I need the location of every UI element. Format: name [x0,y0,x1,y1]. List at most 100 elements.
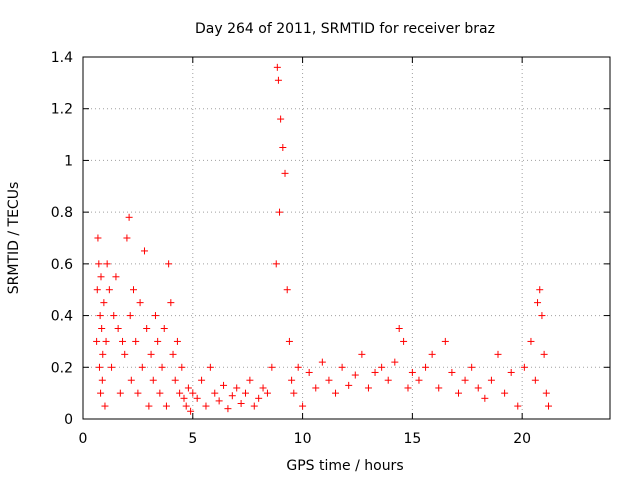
data-point [534,299,542,307]
data-point [395,325,403,332]
data-point [400,337,408,345]
data-point [540,350,548,358]
data-point [461,376,469,384]
data-point [371,368,379,376]
y-tick-label: 0 [64,412,73,428]
data-point [351,371,359,379]
data-point [189,389,197,397]
data-point [415,376,423,384]
plot-frame [82,56,611,420]
data-point [514,402,522,410]
data-point [140,247,148,255]
data-point [193,394,201,402]
data-point [501,389,509,397]
data-point [110,312,118,320]
data-point [263,389,271,397]
data-point [95,260,103,268]
data-point [123,234,131,242]
data-point [536,286,544,294]
data-point [408,368,416,376]
data-point [102,337,110,345]
x-tick-label: 5 [188,431,197,447]
y-axis-title: SRMTID / TECUs [6,182,22,295]
data-point [134,389,142,397]
data-point [255,394,263,402]
data-point [288,376,296,384]
data-point [246,376,254,384]
data-point [220,381,228,389]
data-point [143,325,151,332]
data-point [384,376,392,384]
data-point [281,169,289,177]
data-point [468,363,476,371]
data-point [125,213,133,221]
data-point [294,363,302,371]
data-point [167,299,175,307]
data-point [215,397,223,405]
data-points [93,63,553,415]
data-point [121,350,129,358]
data-point [545,402,553,410]
y-tick-label: 0.2 [51,360,73,376]
data-point [250,402,258,410]
data-point [325,376,333,384]
data-point [171,376,179,384]
data-point [285,337,293,345]
data-point [299,402,307,410]
data-point [454,389,462,397]
data-point [259,384,267,392]
data-point [165,260,173,268]
data-point [96,312,104,320]
data-point [126,312,134,320]
data-point [422,363,430,371]
data-point [198,376,206,384]
data-point [130,286,138,294]
data-point [187,407,195,415]
data-point [160,325,168,332]
data-point [132,337,140,345]
data-point [273,63,281,71]
data-point [94,234,102,242]
data-point [527,337,535,345]
data-point [206,363,214,371]
data-point [176,389,184,397]
y-tick-label: 0.6 [51,257,73,273]
data-point [182,402,190,410]
data-point [448,368,456,376]
data-point [154,337,162,345]
data-point [474,384,482,392]
data-point [99,350,107,358]
data-point [237,399,245,407]
data-point [101,402,109,410]
data-point [127,376,135,384]
data-point [97,273,105,281]
data-point [173,337,181,345]
data-point [149,376,157,384]
y-tick-label: 0.4 [51,309,73,325]
data-point [233,384,241,392]
data-point [241,389,249,397]
data-point [494,350,502,358]
data-point [114,325,122,332]
grid [83,57,610,419]
data-point [202,402,210,410]
data-point [136,299,144,307]
data-point [93,337,101,345]
data-point [428,350,436,358]
data-point [169,350,177,358]
data-point [162,402,170,410]
data-point [112,273,120,281]
y-tick-label: 1 [64,153,73,169]
y-tick-label: 1.2 [51,102,73,118]
data-point [481,394,489,402]
data-point [138,363,146,371]
x-tick-label: 10 [294,431,312,447]
data-point [98,376,106,384]
data-point [364,384,372,392]
y-tick-label: 1.4 [51,50,73,66]
data-point [305,368,313,376]
data-point [531,376,539,384]
data-point [272,260,280,268]
data-point [95,363,103,371]
